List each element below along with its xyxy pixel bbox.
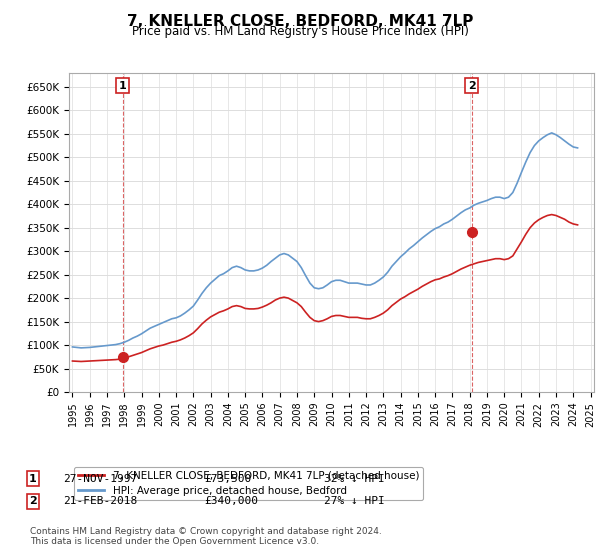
Legend: 7, KNELLER CLOSE, BEDFORD, MK41 7LP (detached house), HPI: Average price, detach: 7, KNELLER CLOSE, BEDFORD, MK41 7LP (det… bbox=[74, 466, 424, 500]
Text: 2: 2 bbox=[29, 496, 37, 506]
Text: Contains HM Land Registry data © Crown copyright and database right 2024.
This d: Contains HM Land Registry data © Crown c… bbox=[30, 526, 382, 546]
Text: Price paid vs. HM Land Registry's House Price Index (HPI): Price paid vs. HM Land Registry's House … bbox=[131, 25, 469, 38]
Text: 1: 1 bbox=[119, 81, 127, 91]
Text: 21-FEB-2018: 21-FEB-2018 bbox=[63, 496, 137, 506]
Text: 1: 1 bbox=[29, 474, 37, 484]
Text: £340,000: £340,000 bbox=[204, 496, 258, 506]
Text: £73,500: £73,500 bbox=[204, 474, 251, 484]
Text: 27% ↓ HPI: 27% ↓ HPI bbox=[324, 496, 385, 506]
Text: 27-NOV-1997: 27-NOV-1997 bbox=[63, 474, 137, 484]
Text: 2: 2 bbox=[468, 81, 476, 91]
Text: 7, KNELLER CLOSE, BEDFORD, MK41 7LP: 7, KNELLER CLOSE, BEDFORD, MK41 7LP bbox=[127, 14, 473, 29]
Text: 32% ↓ HPI: 32% ↓ HPI bbox=[324, 474, 385, 484]
